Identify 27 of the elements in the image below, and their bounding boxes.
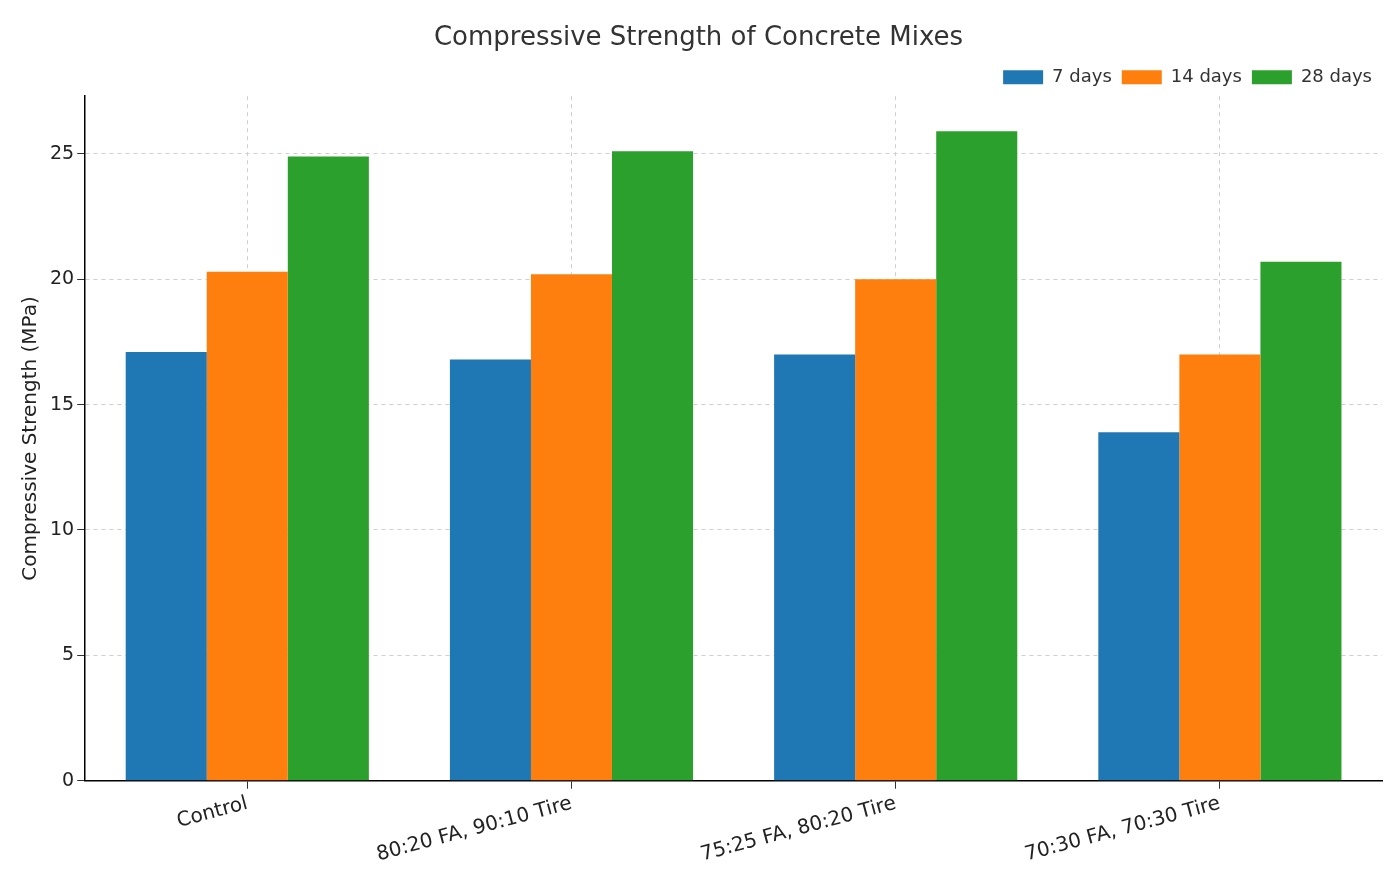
chart-title: Compressive Strength of Concrete Mixes [433,21,964,52]
y-tick-label: 0 [62,767,75,790]
y-tick-label: 10 [49,516,75,539]
bar [1260,261,1342,781]
bar [530,274,613,781]
legend-label: 14 days [1170,64,1242,86]
bar [449,359,531,781]
bar [774,354,856,781]
y-axis-title: Compressive Strength (MPa) [17,296,42,581]
x-tick-label: 75:25 FA, 80:20 Tire [697,789,899,866]
bar [1179,354,1261,781]
legend-label: 28 days [1300,64,1373,86]
bar [287,156,369,781]
bar [855,279,937,781]
bar [1098,432,1180,781]
y-tick-label: 15 [49,391,75,414]
bar [612,151,694,781]
legend-label: 7 days [1052,64,1112,86]
y-tick-label: 25 [49,140,75,163]
y-tick-label: 20 [49,266,75,289]
bar [125,351,207,781]
x-tick-label: Control [173,789,250,832]
bar [936,131,1018,781]
x-tick-label: 70:30 FA, 70:30 Tire [1021,789,1223,866]
x-tick-label: 80:20 FA, 90:10 Tire [373,789,575,866]
y-tick-label: 5 [62,642,75,665]
bar [206,271,288,781]
